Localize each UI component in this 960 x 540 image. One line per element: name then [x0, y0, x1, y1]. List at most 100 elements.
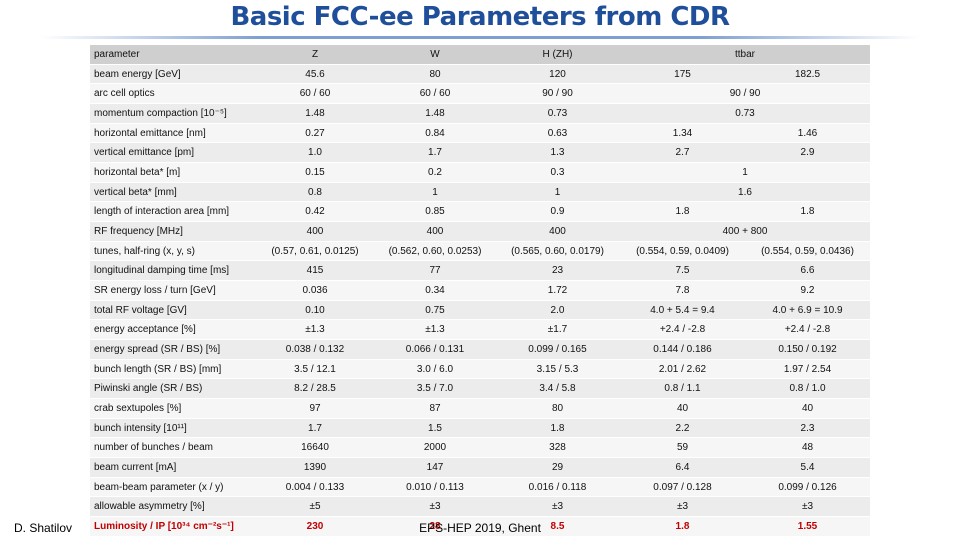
row-label: vertical emittance [pm] — [90, 142, 255, 164]
table-row: allowable asymmetry [%] ±5 ±3 ±3 ±3 ±3 — [90, 496, 871, 518]
cell: 1.8 — [495, 418, 620, 439]
table-row: Piwinski angle (SR / BS) 8.2 / 28.5 3.5 / … — [90, 378, 871, 400]
cell: 7.5 — [620, 260, 745, 282]
row-label: allowable asymmetry [%] — [90, 496, 255, 518]
cell: 1.8 — [745, 201, 871, 223]
cell: 328 — [495, 437, 620, 459]
cell: (0.554, 0.59, 0.0409) — [620, 241, 745, 262]
cell: +2.4 / -2.8 — [745, 319, 871, 341]
row-label: SR energy loss / turn [GeV] — [90, 280, 255, 301]
row-label: horizontal beta* [m] — [90, 162, 255, 183]
table-row: energy acceptance [%] ±1.3 ±1.3 ±1.7 +2.4 / … — [90, 319, 871, 341]
cell: 0.144 / 0.186 — [620, 339, 745, 360]
table-row: momentum compaction [10⁻⁵] 1.48 1.48 0.73 0.… — [90, 103, 871, 124]
cell: 0.42 — [255, 201, 375, 223]
cell: 90 / 90 — [495, 83, 620, 105]
cell: 147 — [375, 457, 495, 478]
column-header: parameter — [90, 45, 255, 65]
cell: 1.8 — [620, 516, 745, 537]
cell: 0.099 / 0.165 — [495, 339, 620, 360]
cell: 1390 — [255, 457, 375, 478]
cell: 1.6 — [620, 182, 871, 203]
cell: 400 — [375, 221, 495, 242]
cell: ±3 — [745, 496, 871, 518]
cell: 8.2 / 28.5 — [255, 378, 375, 400]
cell: 0.10 — [255, 300, 375, 321]
parameter-table: parameter Z W H (ZH) ttbar beam energy [GeV]… — [90, 45, 871, 537]
cell: 80 — [495, 398, 620, 419]
cell: 400 — [255, 221, 375, 242]
cell: 0.099 / 0.126 — [745, 477, 871, 498]
cell: (0.554, 0.59, 0.0436) — [745, 241, 871, 262]
cell: 1.55 — [745, 516, 871, 537]
cell: 415 — [255, 260, 375, 282]
cell: 1.34 — [620, 123, 745, 144]
table-row: length of interaction area [mm] 0.42 0.85 0… — [90, 201, 871, 223]
row-label: bunch intensity [10¹¹] — [90, 418, 255, 439]
cell: 40 — [745, 398, 871, 419]
table-body: beam energy [GeV] 45.6 80 120 175 182.5 arc ce… — [90, 64, 871, 537]
row-label: RF frequency [MHz] — [90, 221, 255, 242]
table-row: vertical emittance [pm] 1.0 1.7 1.3 2.7 2.9 — [90, 142, 871, 164]
row-label: momentum compaction [10⁻⁵] — [90, 103, 255, 124]
footer-event: EPS-HEP 2019, Ghent — [419, 521, 541, 535]
cell: 3.15 / 5.3 — [495, 359, 620, 380]
cell: 0.9 — [495, 201, 620, 223]
cell: ±3 — [620, 496, 745, 518]
cell: 1.3 — [495, 142, 620, 164]
row-label: tunes, half-ring (x, y, s) — [90, 241, 255, 262]
cell: 0.85 — [375, 201, 495, 223]
cell: 0.63 — [495, 123, 620, 144]
cell: 1.7 — [255, 418, 375, 439]
row-label: bunch length (SR / BS) [mm] — [90, 359, 255, 380]
cell: 0.3 — [495, 162, 620, 183]
cell: 40 — [620, 398, 745, 419]
column-header: Z — [255, 45, 375, 65]
cell: 29 — [495, 457, 620, 478]
cell: 87 — [375, 398, 495, 419]
cell: 1.7 — [375, 142, 495, 164]
cell: 2.7 — [620, 142, 745, 164]
table-row: SR energy loss / turn [GeV] 0.036 0.34 1.72… — [90, 280, 871, 301]
row-label: Luminosity / IP [10³⁴ cm⁻²s⁻¹] — [90, 516, 255, 537]
cell: 1.97 / 2.54 — [745, 359, 871, 380]
slide-title: Basic FCC-ee Parameters from CDR — [230, 2, 730, 32]
cell: 4.0 + 5.4 = 9.4 — [620, 300, 745, 321]
cell: 1.5 — [375, 418, 495, 439]
table-row: bunch length (SR / BS) [mm] 3.5 / 12.1 3.0… — [90, 359, 871, 380]
column-header: W — [375, 45, 495, 65]
table-row: horizontal emittance [nm] 0.27 0.84 0.63 1.3… — [90, 123, 871, 144]
column-header: ttbar — [620, 45, 871, 65]
table-row: beam current [mA] 1390 147 29 6.4 5.4 — [90, 457, 871, 478]
row-label: vertical beta* [mm] — [90, 182, 255, 203]
cell: 400 — [495, 221, 620, 242]
cell: 120 — [495, 64, 620, 85]
cell: 1.72 — [495, 280, 620, 301]
cell: 60 / 60 — [375, 83, 495, 105]
table-row: energy spread (SR / BS) [%] 0.038 / 0.132… — [90, 339, 871, 360]
cell: 3.0 / 6.0 — [375, 359, 495, 380]
cell: 6.6 — [745, 260, 871, 282]
cell: 97 — [255, 398, 375, 419]
cell: 0.036 — [255, 280, 375, 301]
cell: 1.8 — [620, 201, 745, 223]
cell: 59 — [620, 437, 745, 459]
row-label: Piwinski angle (SR / BS) — [90, 378, 255, 400]
row-label: energy spread (SR / BS) [%] — [90, 339, 255, 360]
title-rule — [40, 36, 920, 39]
cell: 182.5 — [745, 64, 871, 85]
cell: 0.8 — [255, 182, 375, 203]
row-label: total RF voltage [GV] — [90, 300, 255, 321]
table-row: number of bunches / beam 16640 2000 328 59 48 — [90, 437, 871, 459]
header-row: parameter Z W H (ZH) ttbar — [90, 45, 871, 65]
row-label: beam energy [GeV] — [90, 64, 255, 85]
row-label: energy acceptance [%] — [90, 319, 255, 341]
cell: 3.4 / 5.8 — [495, 378, 620, 400]
table-row: beam-beam parameter (x / y) 0.004 / 0.133… — [90, 477, 871, 498]
row-label: number of bunches / beam — [90, 437, 255, 459]
cell: 0.34 — [375, 280, 495, 301]
table-row: horizontal beta* [m] 0.15 0.2 0.3 1 — [90, 162, 871, 183]
cell: 23 — [495, 260, 620, 282]
table-row: tunes, half-ring (x, y, s) (0.57, 0.61, 0… — [90, 241, 871, 262]
cell: 1.48 — [255, 103, 375, 124]
